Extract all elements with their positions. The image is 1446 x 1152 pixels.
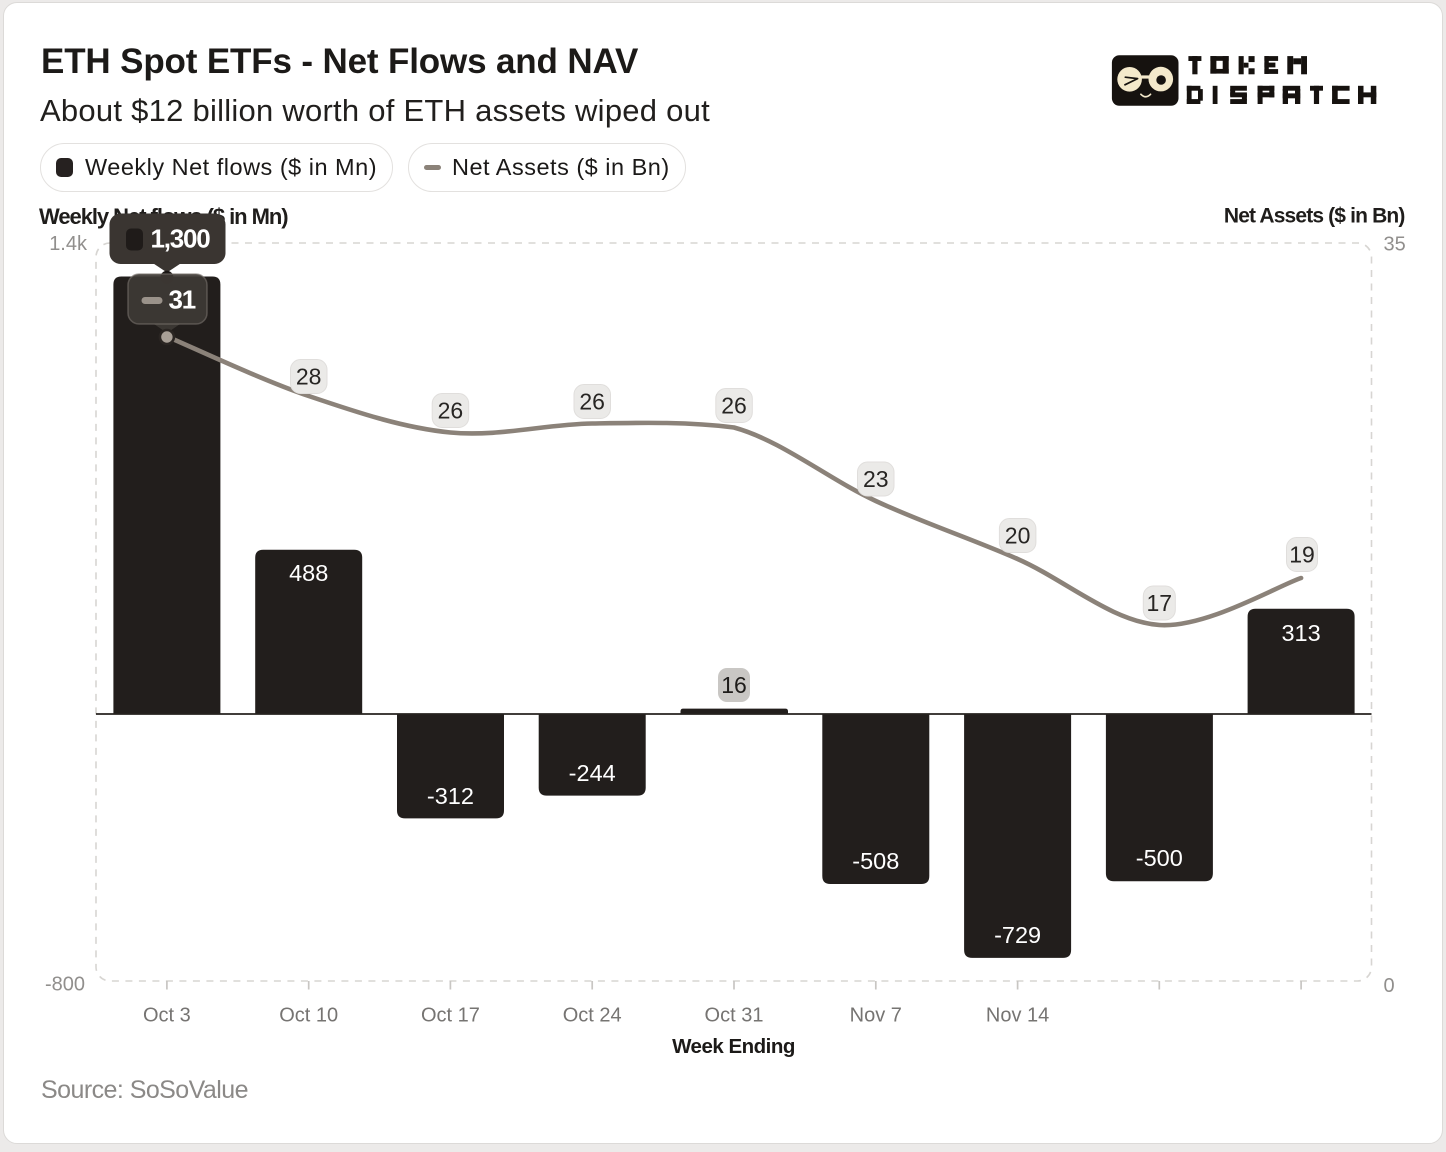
svg-text:26: 26 bbox=[438, 398, 464, 424]
svg-text:Net Assets ($ in Bn): Net Assets ($ in Bn) bbox=[1224, 205, 1405, 228]
svg-text:Nov 7: Nov 7 bbox=[850, 1005, 902, 1027]
svg-text:0: 0 bbox=[1384, 975, 1395, 997]
svg-text:26: 26 bbox=[721, 393, 747, 419]
svg-text:1.4k: 1.4k bbox=[49, 233, 88, 255]
svg-text:1,300: 1,300 bbox=[151, 224, 211, 254]
svg-text:20: 20 bbox=[1005, 523, 1031, 549]
svg-text:35: 35 bbox=[1384, 234, 1406, 256]
svg-text:-800: -800 bbox=[45, 974, 85, 996]
svg-text:31: 31 bbox=[169, 285, 196, 315]
svg-text:17: 17 bbox=[1147, 590, 1173, 616]
svg-text:Oct 17: Oct 17 bbox=[421, 1005, 480, 1027]
svg-text:-500: -500 bbox=[1136, 845, 1183, 871]
svg-text:23: 23 bbox=[863, 466, 889, 492]
svg-text:28: 28 bbox=[296, 364, 322, 390]
svg-text:Source: SoSoValue: Source: SoSoValue bbox=[41, 1076, 248, 1104]
svg-text:Oct 10: Oct 10 bbox=[279, 1005, 338, 1027]
svg-text:Nov 14: Nov 14 bbox=[986, 1005, 1049, 1027]
svg-text:-244: -244 bbox=[569, 760, 616, 786]
svg-text:-312: -312 bbox=[427, 783, 474, 809]
svg-text:16: 16 bbox=[721, 672, 747, 698]
svg-text:Week Ending: Week Ending bbox=[672, 1035, 795, 1058]
svg-text:313: 313 bbox=[1281, 620, 1320, 646]
svg-text:Oct 24: Oct 24 bbox=[563, 1005, 622, 1027]
svg-text:Oct 3: Oct 3 bbox=[143, 1005, 191, 1027]
svg-text:-508: -508 bbox=[852, 848, 899, 874]
svg-text:-729: -729 bbox=[994, 922, 1041, 948]
svg-text:488: 488 bbox=[289, 560, 328, 586]
svg-text:19: 19 bbox=[1289, 542, 1315, 568]
svg-text:26: 26 bbox=[579, 389, 605, 415]
svg-text:Oct 31: Oct 31 bbox=[705, 1005, 764, 1027]
